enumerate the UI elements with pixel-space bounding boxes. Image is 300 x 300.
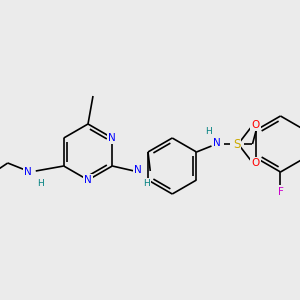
Text: N: N — [108, 133, 116, 143]
Text: N: N — [24, 167, 32, 177]
Text: H: H — [205, 128, 212, 136]
Text: H: H — [143, 178, 150, 188]
Text: H: H — [38, 178, 44, 188]
Text: N: N — [134, 165, 142, 175]
Text: O: O — [251, 158, 260, 168]
Text: S: S — [233, 137, 240, 151]
Text: N: N — [84, 175, 92, 185]
Text: N: N — [213, 138, 220, 148]
Text: F: F — [278, 187, 284, 197]
Text: O: O — [251, 120, 260, 130]
